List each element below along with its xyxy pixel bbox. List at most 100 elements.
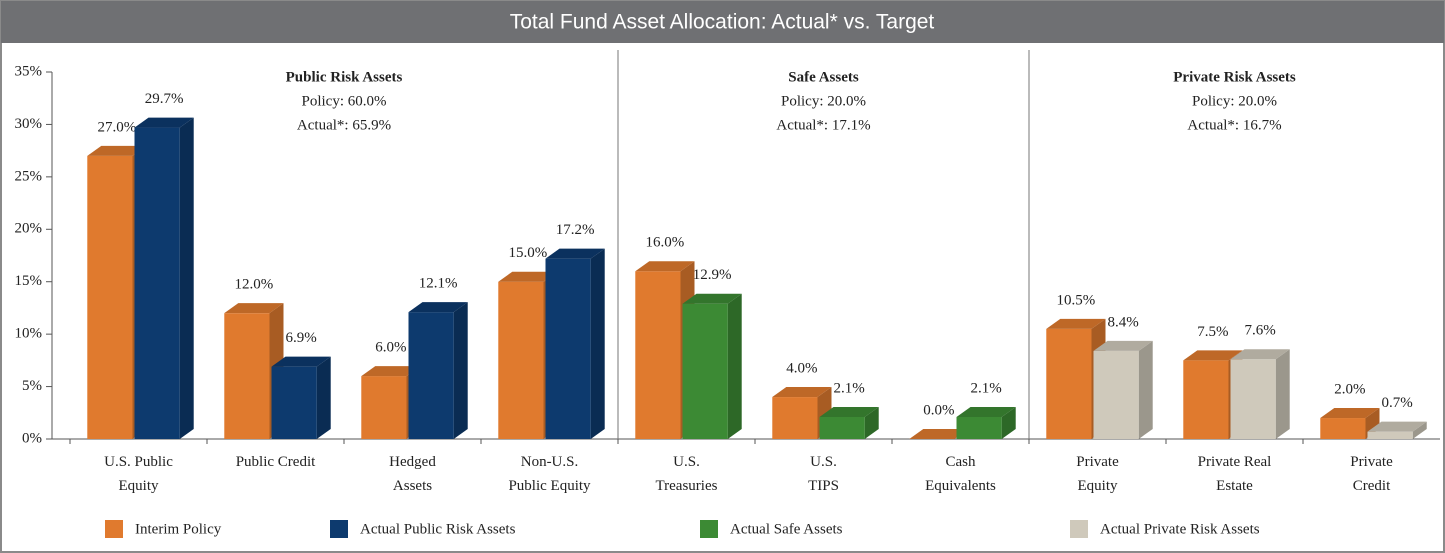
x-tick-label: Non-U.S. Public Equity: [508, 454, 591, 494]
value-label: 15.0%: [509, 245, 548, 261]
value-label: 0.7%: [1381, 395, 1412, 411]
bar-front: [1230, 359, 1276, 439]
bar: [956, 406, 1016, 439]
bar-side: [864, 406, 879, 439]
group-actual: Actual*: 17.1%: [776, 117, 870, 133]
x-tick-label: Private Equity: [1076, 454, 1119, 494]
group-policy: Policy: 20.0%: [1192, 93, 1277, 109]
y-tick-label: 15%: [15, 273, 43, 289]
bar-front: [87, 155, 133, 439]
bar-top: [1093, 340, 1153, 351]
group-actual: Actual*: 65.9%: [297, 117, 391, 133]
bar-front: [224, 313, 270, 439]
value-label: 6.0%: [375, 340, 406, 356]
legend-label: Interim Policy: [135, 521, 222, 537]
bar-top: [1320, 408, 1380, 419]
value-label: 4.0%: [786, 360, 817, 376]
bar: [909, 429, 969, 439]
value-label: 10.5%: [1057, 292, 1096, 308]
value-label: 16.0%: [646, 235, 685, 251]
x-tick-label: U.S. Treasuries: [656, 454, 718, 494]
bar-top: [819, 406, 879, 417]
value-label: 7.6%: [1244, 323, 1275, 339]
value-label: 0.0%: [923, 402, 954, 418]
value-label: 2.1%: [970, 380, 1001, 396]
value-label: 2.1%: [833, 380, 864, 396]
y-tick-label: 30%: [15, 116, 43, 132]
bar-front: [361, 376, 407, 439]
bar: [1367, 421, 1427, 439]
title-bar: [1, 1, 1444, 43]
value-label: 2.0%: [1334, 381, 1365, 397]
x-tick-label: U.S. TIPS: [808, 454, 839, 494]
bar: [1093, 340, 1153, 439]
bar-front: [819, 416, 865, 439]
bar-top: [408, 302, 468, 313]
legend-swatch: [700, 520, 718, 538]
bar-side: [727, 293, 742, 439]
bar-side: [1275, 349, 1290, 439]
bar-top: [87, 145, 147, 156]
value-label: 6.9%: [285, 330, 316, 346]
bar-front: [1093, 350, 1139, 439]
legend-swatch: [105, 520, 123, 538]
bar-top: [498, 271, 558, 282]
value-label: 12.1%: [419, 276, 458, 292]
x-tick-label: U.S. Public Equity: [104, 454, 173, 494]
bar-front: [682, 303, 728, 439]
bar-top: [772, 387, 832, 398]
group-title: Private Risk Assets: [1173, 69, 1296, 85]
bar-side: [590, 248, 605, 439]
bar-side: [453, 302, 468, 439]
value-label: 29.7%: [145, 91, 184, 107]
bar-top: [361, 366, 421, 377]
y-tick-label: 35%: [15, 63, 43, 79]
bar-front: [1367, 431, 1413, 439]
bar-side: [316, 356, 331, 439]
bar-front: [134, 127, 180, 440]
group-policy: Policy: 20.0%: [781, 93, 866, 109]
bar-side: [1412, 421, 1427, 439]
x-tick-label: Private Credit: [1350, 454, 1393, 494]
value-label: 12.0%: [235, 277, 274, 293]
bar-top: [1367, 421, 1427, 432]
bar-top: [1230, 349, 1290, 360]
bar-top: [682, 293, 742, 304]
group-title: Public Risk Assets: [286, 69, 403, 85]
bar: [134, 117, 194, 440]
legend-label: Actual Public Risk Assets: [360, 521, 516, 537]
bar-front: [545, 258, 591, 439]
y-tick-label: 25%: [15, 168, 43, 184]
group-title: Safe Assets: [788, 69, 859, 85]
legend-label: Actual Private Risk Assets: [1100, 521, 1260, 537]
legend-swatch: [330, 520, 348, 538]
bar-top: [224, 303, 284, 314]
bar-top: [909, 429, 969, 439]
bar-front: [956, 416, 1002, 439]
bar-front: [772, 397, 818, 439]
bar-top: [635, 261, 695, 272]
bar-front: [635, 271, 681, 439]
group-policy: Policy: 60.0%: [302, 93, 387, 109]
bar-front: [1046, 328, 1092, 439]
y-tick-label: 10%: [15, 326, 43, 342]
value-label: 17.2%: [556, 222, 595, 238]
bar: [408, 302, 468, 439]
bar: [1230, 349, 1290, 439]
bar: [682, 293, 742, 439]
bar-front: [1320, 418, 1366, 439]
chart-title: Total Fund Asset Allocation: Actual* vs.…: [510, 11, 935, 34]
y-tick-label: 20%: [15, 221, 43, 237]
group-actual: Actual*: 16.7%: [1187, 117, 1281, 133]
bar-front: [498, 281, 544, 439]
bar-front: [1183, 360, 1229, 439]
x-tick-label: Public Credit: [236, 454, 316, 470]
bar: [819, 406, 879, 439]
legend-swatch: [1070, 520, 1088, 538]
x-tick-label: Private Real Estate: [1198, 454, 1272, 494]
x-tick-label: Hedged Assets: [389, 454, 436, 494]
bar-top: [134, 117, 194, 128]
y-tick-label: 5%: [22, 378, 42, 394]
